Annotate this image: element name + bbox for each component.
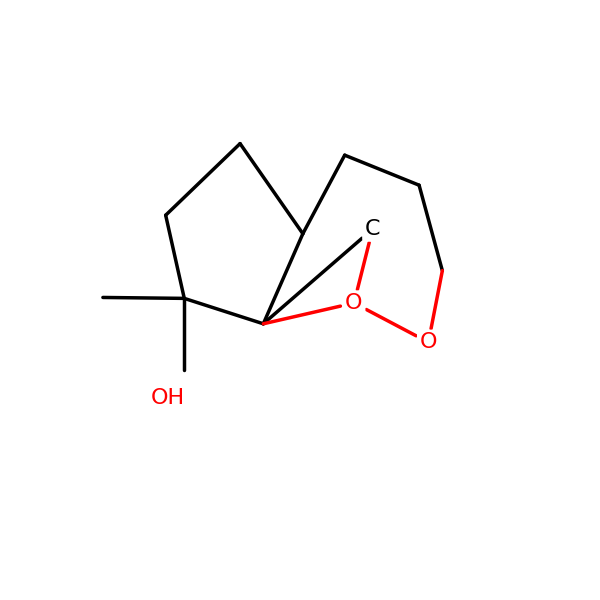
Text: C: C <box>365 219 380 239</box>
Text: O: O <box>345 293 363 313</box>
Text: OH: OH <box>151 388 185 408</box>
Text: O: O <box>419 332 437 352</box>
